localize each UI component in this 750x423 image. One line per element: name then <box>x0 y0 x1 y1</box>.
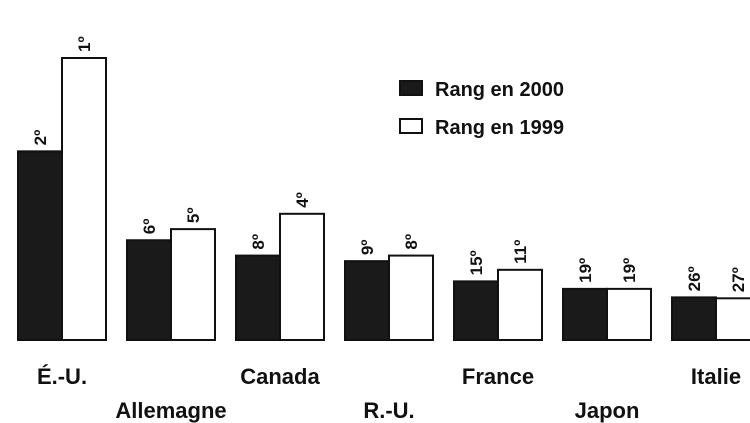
bar <box>279 212 325 341</box>
value-label: 4º <box>293 192 312 208</box>
bar <box>126 239 172 341</box>
bar <box>562 287 608 341</box>
value-label: 15º <box>467 250 486 275</box>
x-tick-label: Japon <box>575 398 640 423</box>
x-tick-label: Canada <box>240 364 320 389</box>
legend-swatch <box>399 80 423 96</box>
value-label: 9º <box>358 239 377 255</box>
x-tick-label: Allemagne <box>115 398 226 423</box>
bar <box>61 57 107 341</box>
legend-swatch <box>399 118 423 134</box>
value-label: 8º <box>402 234 421 250</box>
value-label: 8º <box>249 234 268 250</box>
value-label: 26º <box>685 266 704 291</box>
bar <box>606 287 652 341</box>
value-label: 19º <box>620 258 639 283</box>
value-label: 1º <box>75 36 94 52</box>
value-label: 11º <box>511 240 530 264</box>
legend-label: Rang en 2000 <box>435 79 564 101</box>
bar <box>388 254 434 342</box>
x-tick-label: É.-U. <box>37 364 87 389</box>
value-label: 5º <box>184 207 203 223</box>
bar <box>170 228 216 342</box>
bar <box>497 268 543 342</box>
bar <box>17 150 63 341</box>
x-tick-label: France <box>462 364 534 389</box>
bar <box>344 260 390 341</box>
bar <box>671 296 717 341</box>
bar <box>453 280 499 342</box>
value-label: 2º <box>31 130 50 146</box>
bar <box>235 254 281 342</box>
bar <box>715 297 750 342</box>
x-tick-label: Italie <box>691 364 741 389</box>
value-label: 6º <box>140 219 159 235</box>
x-tick-label: R.-U. <box>363 398 414 423</box>
value-label: 27º <box>729 267 748 292</box>
legend-label: Rang en 1999 <box>435 117 564 139</box>
value-label: 19º <box>576 258 595 283</box>
